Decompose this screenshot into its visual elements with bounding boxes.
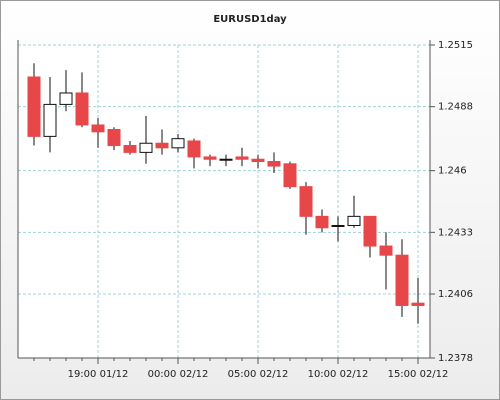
x-tick-label: 00:00 02/12: [148, 369, 209, 380]
chart-title: EURUSD1day: [213, 14, 287, 25]
x-tick-label: 15:00 02/12: [388, 369, 449, 380]
y-tick-label: 1.2433: [438, 227, 473, 238]
candle-body: [187, 140, 201, 158]
candle-body: [251, 158, 265, 163]
candle-body: [203, 156, 217, 160]
candle-body: [363, 215, 377, 247]
candle-body: [283, 163, 297, 188]
candle-body: [155, 142, 169, 149]
candle-body: [91, 124, 105, 133]
candle-body: [107, 129, 121, 147]
candle-body: [331, 224, 345, 227]
y-tick-label: 1.2488: [438, 102, 473, 113]
candle-body: [411, 302, 425, 306]
candle-body: [123, 145, 137, 153]
y-tick-label: 1.246: [438, 166, 467, 177]
candle-body: [59, 92, 73, 105]
x-tick-label: 19:00 01/12: [68, 369, 129, 380]
candle-body: [267, 161, 281, 167]
y-tick-label: 1.2378: [438, 353, 473, 364]
candle-body: [139, 142, 153, 153]
candle-body: [379, 245, 393, 256]
plot-area: [18, 45, 430, 358]
candle-body: [219, 158, 233, 161]
candle-body: [315, 215, 329, 229]
y-tick-label: 1.2406: [438, 289, 473, 300]
y-tick-label: 1.2515: [438, 40, 473, 51]
candle-body: [395, 254, 409, 306]
candle-body: [75, 92, 89, 126]
x-tick-label: 05:00 02/12: [228, 369, 289, 380]
x-tick-label: 10:00 02/12: [308, 369, 369, 380]
candle-body: [347, 215, 361, 226]
candle-body: [27, 76, 41, 137]
candle-body: [43, 103, 57, 137]
candle-body: [235, 156, 249, 160]
candle-body: [299, 186, 313, 217]
candle-body: [171, 138, 185, 149]
